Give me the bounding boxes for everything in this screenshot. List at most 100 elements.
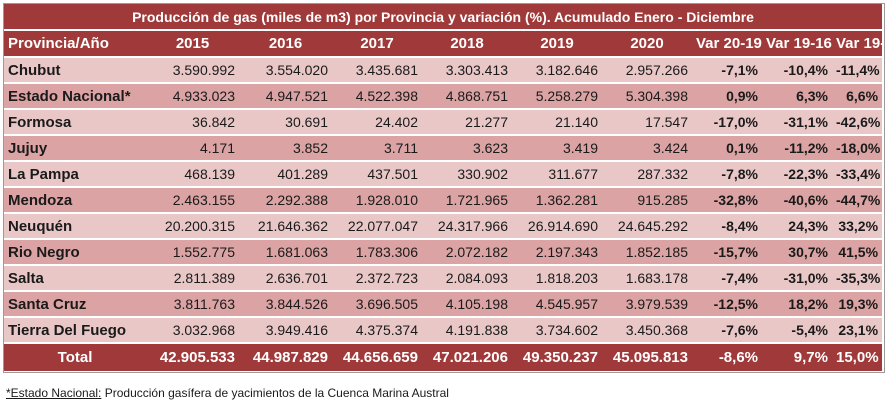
value-cell: 4.191.838 [422, 317, 512, 344]
value-cell: 17.547 [602, 109, 692, 136]
value-cell: 2.292.388 [239, 187, 332, 214]
value-cell: 4.522.398 [332, 83, 422, 110]
table-row: Mendoza 2.463.155 2.292.388 1.928.010 1.721.… [4, 187, 883, 214]
column-header: 2019 [512, 30, 602, 58]
table-row: Estado Nacional* 4.933.023 4.947.521 4.522.… [4, 83, 883, 110]
table-row: Jujuy 4.171 3.852 3.711 3.623 3.419 3.424 0,1% -… [4, 135, 883, 162]
variation-cell: -32,8% [692, 187, 762, 214]
value-cell: 21.140 [512, 109, 602, 136]
table-row: Neuquén 20.200.315 21.646.362 22.077.047 24.… [4, 213, 883, 240]
value-cell: 1.928.010 [332, 187, 422, 214]
footnote-label: *Estado Nacional: [6, 386, 102, 400]
value-cell: 3.424 [602, 135, 692, 162]
value-cell: 3.303.413 [422, 57, 512, 84]
variation-cell: -17,0% [692, 109, 762, 136]
variation-cell: -33,4% [832, 161, 883, 188]
value-cell: 3.623 [422, 135, 512, 162]
variation-cell: -40,6% [762, 187, 832, 214]
total-variation-cell: 9,7% [762, 343, 832, 371]
variation-cell: 18,2% [762, 291, 832, 318]
value-cell: 1.852.185 [602, 239, 692, 266]
variation-cell: 24,3% [762, 213, 832, 240]
value-cell: 311.677 [512, 161, 602, 188]
value-cell: 1.681.063 [239, 239, 332, 266]
value-cell: 330.902 [422, 161, 512, 188]
value-cell: 3.734.602 [512, 317, 602, 344]
column-header: Var 19-15 [832, 30, 883, 58]
value-cell: 2.372.723 [332, 265, 422, 292]
column-header: 2017 [332, 30, 422, 58]
value-cell: 1.362.281 [512, 187, 602, 214]
province-cell: Tierra Del Fuego [4, 317, 146, 344]
total-variation-cell: 15,0% [832, 343, 883, 371]
value-cell: 4.947.521 [239, 83, 332, 110]
value-cell: 22.077.047 [332, 213, 422, 240]
value-cell: 3.032.968 [146, 317, 239, 344]
total-label: Total [4, 343, 146, 371]
column-header: 2020 [602, 30, 692, 58]
value-cell: 915.285 [602, 187, 692, 214]
column-header: 2018 [422, 30, 512, 58]
table-row: Rio Negro 1.552.775 1.681.063 1.783.306 2.07… [4, 239, 883, 266]
total-row: Total 42.905.533 44.987.829 44.656.659 47.02… [4, 343, 883, 371]
column-header: Provincia/Año [4, 30, 146, 58]
value-cell: 20.200.315 [146, 213, 239, 240]
footnote-text: Producción gasífera de yacimientos de la… [101, 386, 449, 400]
variation-cell: -7,8% [692, 161, 762, 188]
variation-cell: -15,7% [692, 239, 762, 266]
variation-cell: 6,3% [762, 83, 832, 110]
variation-cell: -31,1% [762, 109, 832, 136]
variation-cell: -7,6% [692, 317, 762, 344]
variation-cell: 0,1% [692, 135, 762, 162]
variation-cell: 33,2% [832, 213, 883, 240]
value-cell: 4.933.023 [146, 83, 239, 110]
value-cell: 468.139 [146, 161, 239, 188]
variation-cell: 30,7% [762, 239, 832, 266]
column-header: Var 19-16 [762, 30, 832, 58]
table-title: Producción de gas (miles de m3) por Prov… [4, 4, 883, 31]
value-cell: 26.914.690 [512, 213, 602, 240]
value-cell: 4.545.957 [512, 291, 602, 318]
variation-cell: -22,3% [762, 161, 832, 188]
variation-cell: 19,3% [832, 291, 883, 318]
column-header: Var 20-19 [692, 30, 762, 58]
province-cell: Neuquén [4, 213, 146, 240]
province-cell: La Pampa [4, 161, 146, 188]
variation-cell: 23,1% [832, 317, 883, 344]
value-cell: 2.084.093 [422, 265, 512, 292]
value-cell: 3.590.992 [146, 57, 239, 84]
value-cell: 2.072.182 [422, 239, 512, 266]
value-cell: 2.463.155 [146, 187, 239, 214]
value-cell: 287.332 [602, 161, 692, 188]
value-cell: 3.419 [512, 135, 602, 162]
variation-cell: 0,9% [692, 83, 762, 110]
variation-cell: -42,6% [832, 109, 883, 136]
footnote: *Estado Nacional: Producción gasífera de… [6, 386, 449, 400]
variation-cell: -44,7% [832, 187, 883, 214]
value-cell: 1.783.306 [332, 239, 422, 266]
value-cell: 1.818.203 [512, 265, 602, 292]
variation-cell: -35,3% [832, 265, 883, 292]
gas-production-table: Producción de gas (miles de m3) por Prov… [4, 4, 883, 371]
table-row: Chubut 3.590.992 3.554.020 3.435.681 3.303.4… [4, 57, 883, 84]
value-cell: 3.696.505 [332, 291, 422, 318]
variation-cell: 6,6% [832, 83, 883, 110]
variation-cell: -5,4% [762, 317, 832, 344]
column-header: 2016 [239, 30, 332, 58]
value-cell: 4.105.198 [422, 291, 512, 318]
value-cell: 3.811.763 [146, 291, 239, 318]
value-cell: 1.683.178 [602, 265, 692, 292]
value-cell: 2.957.266 [602, 57, 692, 84]
table-frame [3, 3, 885, 373]
province-cell: Rio Negro [4, 239, 146, 266]
total-value-cell: 47.021.206 [422, 343, 512, 371]
total-value-cell: 44.656.659 [332, 343, 422, 371]
total-variation-cell: -8,6% [692, 343, 762, 371]
variation-cell: -18,0% [832, 135, 883, 162]
value-cell: 30.691 [239, 109, 332, 136]
table-row: Salta 2.811.389 2.636.701 2.372.723 2.084.09… [4, 265, 883, 292]
value-cell: 2.197.343 [512, 239, 602, 266]
variation-cell: -11,2% [762, 135, 832, 162]
variation-cell: -10,4% [762, 57, 832, 84]
province-cell: Estado Nacional* [4, 83, 146, 110]
